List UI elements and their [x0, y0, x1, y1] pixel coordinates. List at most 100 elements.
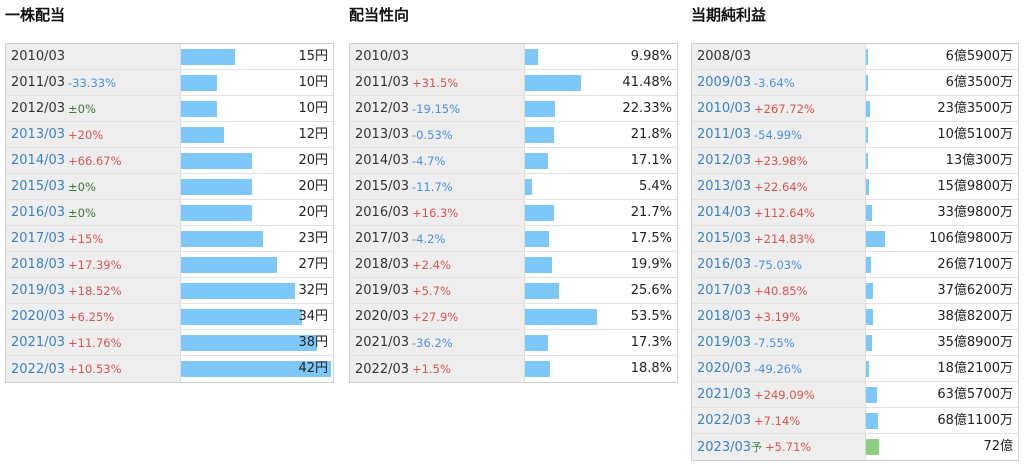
- change-percent: +249.09%: [754, 387, 815, 402]
- bar-cell: 17.3%: [525, 330, 677, 355]
- value-label: 6億5900万: [945, 49, 1013, 64]
- value-bar: [866, 309, 873, 325]
- change-percent: -19.15%: [412, 101, 461, 116]
- value-label: 38円: [298, 335, 328, 350]
- year-label: 2016/03: [355, 205, 410, 220]
- year-cell: 2010/03: [350, 44, 525, 69]
- table-row: 2019/03 +5.7% 25.6%: [350, 278, 677, 304]
- bar-cell: 6億5900万: [866, 44, 1018, 69]
- bar-cell: 38億8200万: [866, 304, 1018, 329]
- year-link[interactable]: 2020/03: [11, 309, 66, 324]
- value-label: 9.98%: [630, 49, 672, 64]
- change-percent: -54.99%: [754, 127, 803, 142]
- change-percent: +1.5%: [412, 362, 451, 376]
- value-label: 15円: [298, 49, 328, 64]
- table-row: 2017/03 -4.2% 17.5%: [350, 226, 677, 252]
- year-cell: 2018/03 +17.39%: [6, 252, 181, 277]
- year-link[interactable]: 2019/03: [697, 335, 752, 350]
- bar-cell: 5.4%: [525, 174, 677, 199]
- value-label: 35億8900万: [937, 335, 1013, 350]
- value-label: 18.8%: [630, 361, 672, 376]
- year-cell: 2010/03 +267.72%: [692, 96, 866, 121]
- value-bar: [525, 361, 550, 377]
- value-bar: [866, 387, 877, 403]
- value-bar: [525, 309, 597, 325]
- value-bar: [866, 335, 872, 351]
- year-link[interactable]: 2013/03: [11, 127, 66, 142]
- change-percent: -11.7%: [412, 179, 453, 194]
- table-row: 2020/03 +6.25% 34円: [6, 304, 333, 330]
- value-label: 10円: [298, 75, 328, 90]
- year-link[interactable]: 2018/03: [11, 257, 66, 272]
- value-label: 25.6%: [630, 283, 672, 298]
- year-cell: 2019/03 -7.55%: [692, 330, 866, 355]
- value-bar: [866, 413, 878, 429]
- value-label: 13億300万: [945, 153, 1013, 168]
- year-link[interactable]: 2017/03: [697, 283, 752, 298]
- year-link[interactable]: 2012/03: [697, 153, 752, 168]
- year-cell: 2023/03 予 +5.71%: [692, 434, 866, 460]
- year-cell: 2016/03 -75.03%: [692, 252, 866, 277]
- year-cell: 2018/03 +2.4%: [350, 252, 525, 277]
- bar-cell: 21.8%: [525, 122, 677, 147]
- value-label: 106億9800万: [929, 231, 1013, 246]
- table-row: 2017/03 +40.85% 37億6200万: [692, 278, 1018, 304]
- bar-cell: 19.9%: [525, 252, 677, 277]
- value-bar: [181, 335, 317, 351]
- value-bar: [866, 231, 885, 247]
- bar-cell: 10億5100万: [866, 122, 1018, 147]
- value-bar: [866, 205, 872, 221]
- year-link[interactable]: 2016/03: [697, 257, 752, 272]
- year-link[interactable]: 2018/03: [697, 309, 752, 324]
- year-link[interactable]: 2015/03: [697, 231, 752, 246]
- change-percent: -0.53%: [412, 127, 453, 142]
- year-cell: 2021/03 +249.09%: [692, 382, 866, 407]
- year-link[interactable]: 2011/03: [697, 127, 752, 142]
- value-label: 27円: [298, 257, 328, 272]
- change-percent: +18.52%: [68, 283, 122, 298]
- year-link[interactable]: 2013/03: [697, 179, 752, 194]
- year-link[interactable]: 2020/03: [697, 361, 752, 376]
- payout-ratio-table: 2010/03 9.98% 2011/03 +31.5% 41.48% 2012/03 -1…: [349, 43, 678, 383]
- year-cell: 2015/03 +214.83%: [692, 226, 866, 251]
- year-link[interactable]: 2015/03: [11, 179, 66, 194]
- change-percent: +214.83%: [754, 231, 815, 246]
- bar-cell: 35億8900万: [866, 330, 1018, 355]
- table-row: 2010/03 9.98%: [350, 44, 677, 70]
- year-label: 2015/03: [355, 179, 410, 194]
- year-link[interactable]: 2021/03: [697, 387, 752, 402]
- bar-cell: 26億7100万: [866, 252, 1018, 277]
- table-row: 2021/03 -36.2% 17.3%: [350, 330, 677, 356]
- bar-cell: 10円: [181, 70, 333, 95]
- bar-cell: 20円: [181, 200, 333, 225]
- year-link[interactable]: 2022/03: [11, 361, 66, 377]
- value-label: 20円: [298, 153, 328, 168]
- year-link[interactable]: 2017/03: [11, 231, 66, 246]
- year-label: 2010/03: [355, 49, 410, 64]
- year-link[interactable]: 2022/03: [697, 413, 752, 428]
- value-label: 18億2100万: [937, 361, 1013, 376]
- bar-cell: 41.48%: [525, 70, 677, 95]
- year-link[interactable]: 2014/03: [11, 153, 66, 168]
- year-link[interactable]: 2023/03: [697, 439, 752, 455]
- change-percent: ±0%: [68, 179, 96, 194]
- change-percent: +23.98%: [754, 153, 808, 168]
- table-row: 2020/03 +27.9% 53.5%: [350, 304, 677, 330]
- year-link[interactable]: 2021/03: [11, 335, 66, 350]
- change-percent: -33.33%: [68, 75, 117, 90]
- year-link[interactable]: 2010/03: [697, 101, 752, 116]
- value-label: 10億5100万: [937, 127, 1013, 142]
- year-label: 2020/03: [355, 309, 410, 324]
- table-row: 2011/03 -54.99% 10億5100万: [692, 122, 1018, 148]
- year-link[interactable]: 2016/03: [11, 205, 66, 220]
- year-cell: 2022/03 +10.53%: [6, 356, 181, 382]
- year-cell: 2021/03 -36.2%: [350, 330, 525, 355]
- year-link[interactable]: 2019/03: [11, 283, 66, 298]
- year-link[interactable]: 2014/03: [697, 205, 752, 220]
- year-link[interactable]: 2009/03: [697, 75, 752, 90]
- year-cell: 2017/03 +40.85%: [692, 278, 866, 303]
- year-cell: 2021/03 +11.76%: [6, 330, 181, 355]
- panel-title: 配当性向: [349, 6, 410, 24]
- value-label: 63億5700万: [937, 387, 1013, 402]
- value-bar: [181, 257, 277, 273]
